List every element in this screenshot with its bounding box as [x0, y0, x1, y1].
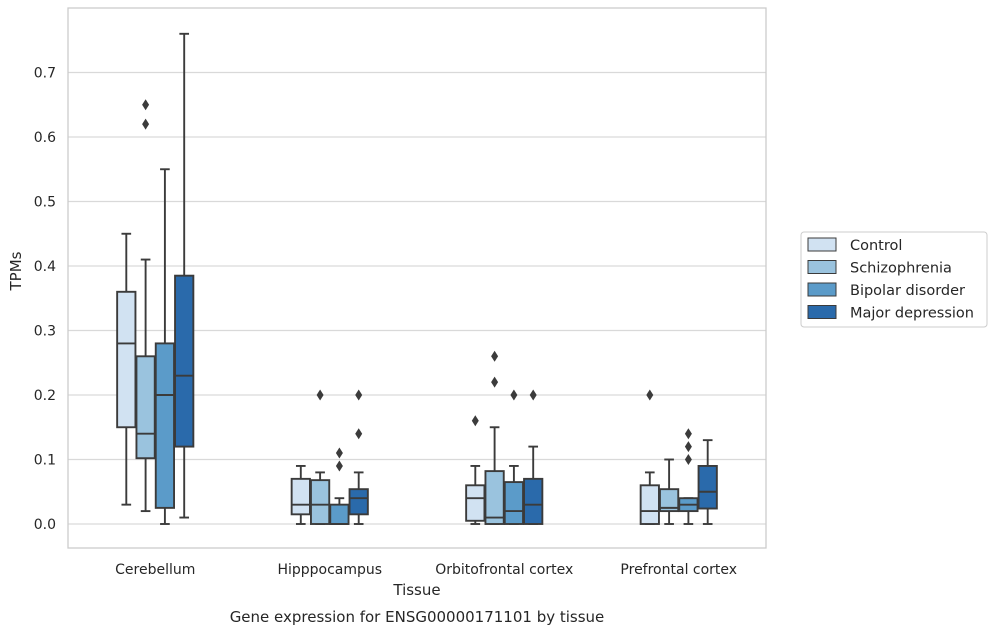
box — [639, 484, 660, 525]
y-tick-label: 0.2 — [34, 388, 56, 404]
box-group — [116, 232, 137, 506]
box-group — [135, 99, 156, 513]
outlier-point — [335, 447, 343, 459]
outlier-point — [646, 389, 654, 401]
y-tick-label: 0.3 — [34, 324, 56, 340]
legend-swatch — [807, 282, 837, 297]
legend-label: Bipolar disorder — [850, 283, 965, 299]
box-group — [659, 458, 680, 525]
legend-swatch — [807, 260, 837, 274]
box-group — [174, 32, 195, 519]
y-tick-label: 0.6 — [34, 130, 56, 146]
legend-swatch — [807, 305, 837, 319]
box-group — [310, 389, 331, 525]
legend-frame — [800, 231, 988, 328]
outlier-point — [335, 460, 343, 472]
outlier-point — [142, 99, 150, 111]
legend-label: Major depression — [850, 306, 974, 322]
box — [523, 477, 544, 525]
outlier-point — [471, 415, 479, 427]
legend-label: Control — [850, 238, 902, 254]
y-tick-label: 0.0 — [34, 517, 56, 533]
box-group — [348, 389, 369, 525]
figure-caption: Gene expression for ENSG00000171101 by t… — [230, 608, 605, 626]
box — [465, 484, 486, 522]
box — [503, 481, 524, 525]
box-group — [154, 168, 175, 525]
outlier-point — [355, 428, 363, 440]
outlier-point — [510, 389, 518, 401]
y-tick-label: 0.5 — [34, 195, 56, 211]
y-tick-label: 0.4 — [34, 259, 56, 275]
plot-frame — [67, 7, 767, 549]
box-group — [639, 389, 660, 525]
x-tick-labels: Cerebellum Hipppocampus Orbitofrontal cort… — [115, 562, 737, 578]
outlier-point — [316, 389, 324, 401]
y-tick-label: 0.7 — [34, 66, 56, 82]
y-tick-label: 0.1 — [34, 453, 56, 469]
box — [659, 488, 680, 513]
legend-swatch — [807, 237, 837, 252]
box-group — [465, 415, 486, 525]
x-tick-label: Orbitofrontal cortex — [435, 562, 573, 578]
box-group — [484, 350, 505, 525]
box-plot-marks — [116, 32, 718, 525]
box-group — [523, 389, 544, 525]
outlier-point — [355, 389, 363, 401]
outlier-point — [491, 350, 499, 362]
x-tick-label: Prefrontal cortex — [620, 562, 737, 578]
x-tick-label: Hipppocampus — [277, 562, 382, 578]
box — [310, 479, 331, 525]
x-tick-label: Cerebellum — [115, 562, 195, 578]
legend-label: Schizophrenia — [850, 261, 952, 277]
box-group — [329, 447, 350, 525]
box — [697, 465, 718, 510]
box — [135, 355, 156, 460]
outlier-point — [684, 428, 692, 440]
box — [290, 477, 311, 516]
y-tick-labels: 0.0 0.1 0.2 0.3 0.4 0.5 0.6 0.7 — [34, 66, 56, 534]
box — [348, 488, 369, 516]
box — [484, 470, 505, 525]
outlier-point — [142, 118, 150, 130]
box — [116, 290, 137, 429]
outlier-point — [684, 454, 692, 465]
box-group — [503, 389, 524, 525]
outlier-point — [684, 441, 692, 453]
box-group — [678, 428, 699, 525]
box — [329, 503, 350, 525]
box-group — [697, 439, 718, 525]
legend: Control Schizophrenia Bipolar disorder Majo… — [800, 231, 988, 328]
box — [154, 342, 175, 509]
outlier-point — [529, 389, 537, 401]
y-axis-title: TPMs — [7, 251, 25, 291]
outlier-point — [491, 376, 499, 388]
box-group — [290, 465, 311, 525]
x-axis-title: Tissue — [392, 581, 440, 599]
box — [174, 274, 195, 448]
